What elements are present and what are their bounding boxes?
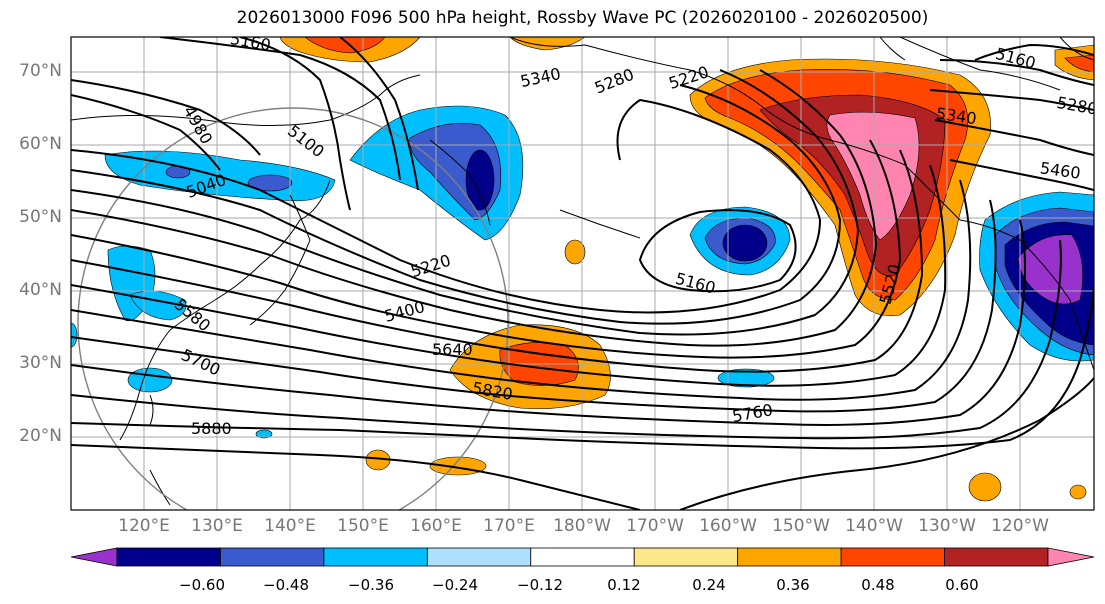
lon-label: 170°E: [483, 516, 535, 536]
colorbar-tick-label: −0.24: [432, 576, 478, 594]
colorbar-segment: [530, 547, 635, 567]
lat-label: 70°N: [19, 61, 62, 81]
colorbar-segment: [220, 547, 325, 567]
colorbar: [70, 547, 1095, 567]
colorbar-tick-label: −0.48: [263, 576, 309, 594]
lon-label: 130°E: [191, 516, 243, 536]
map-title: 2026013000 F096 500 hPa height, Rossby W…: [236, 8, 929, 28]
lon-label: 120°E: [118, 516, 170, 536]
colorbar-tick-label: −0.12: [517, 576, 563, 594]
lon-label: 140°W: [845, 516, 903, 536]
colorbar-segment: [840, 547, 945, 567]
colorbar-tick-label: 0.24: [692, 576, 726, 594]
lat-label: 40°N: [19, 280, 62, 300]
lon-label: 180°W: [553, 516, 611, 536]
colorbar-segment: [116, 547, 221, 567]
colorbar-segment: [737, 547, 842, 567]
map-frame: [70, 36, 1095, 511]
colorbar-extend-high: [1047, 547, 1095, 567]
lon-label: 140°E: [264, 516, 316, 536]
lat-label: 50°N: [19, 207, 62, 227]
lon-label: 150°W: [772, 516, 830, 536]
height-contours: [71, 37, 1094, 510]
lon-label: 160°W: [699, 516, 757, 536]
lon-label: 170°W: [626, 516, 684, 536]
lon-label: 130°W: [918, 516, 976, 536]
colorbar-segment: [944, 547, 1049, 567]
colorbar-tick-label: 0.60: [945, 576, 979, 594]
lat-label: 20°N: [19, 426, 62, 446]
colorbar-tick-label: 0.12: [607, 576, 641, 594]
contour-label: 5880: [191, 419, 232, 438]
lat-label: 30°N: [19, 353, 62, 373]
colorbar-segment: [426, 547, 532, 567]
colorbar-segment: [323, 547, 428, 567]
contour-label: 5640: [432, 340, 473, 359]
lat-label: 60°N: [19, 134, 62, 154]
colorbar-tick-label: 0.48: [861, 576, 895, 594]
colorbar-tick-label: −0.36: [348, 576, 394, 594]
colorbar-segment: [633, 547, 739, 567]
colorbar-extend-low: [70, 547, 118, 567]
colorbar-tick-label: 0.36: [776, 576, 810, 594]
colorbar-tick-label: −0.60: [179, 576, 225, 594]
lon-label: 160°E: [410, 516, 462, 536]
lon-label: 150°E: [337, 516, 389, 536]
lon-label: 120°W: [991, 516, 1049, 536]
